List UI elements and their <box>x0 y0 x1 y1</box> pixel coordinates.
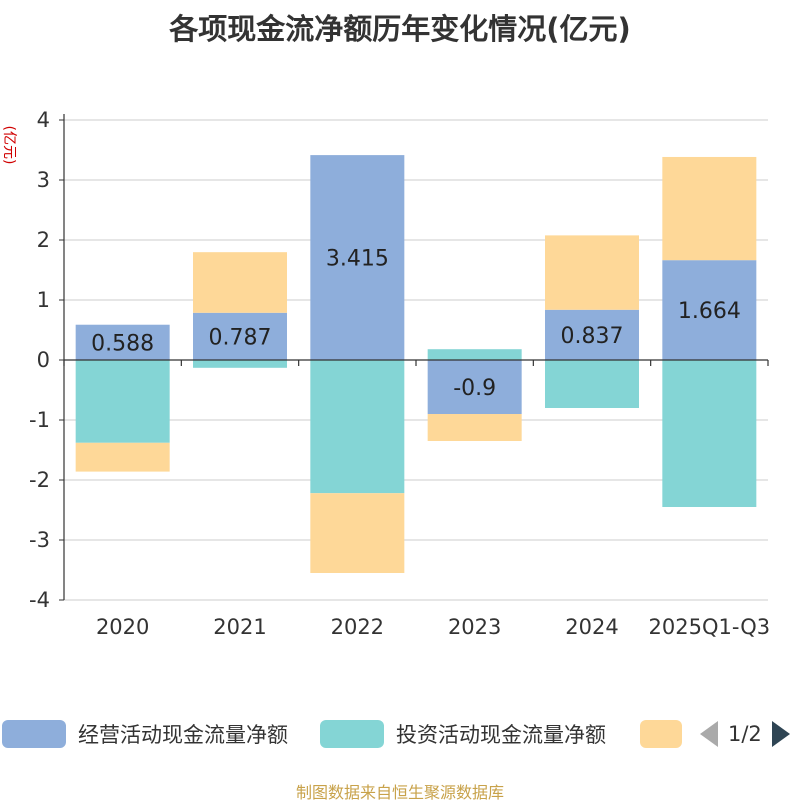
bar-series1-2021[interactable] <box>193 360 287 368</box>
y-tick-label: -4 <box>29 588 50 612</box>
bar-series0-2023[interactable] <box>427 360 522 414</box>
data-label: 3.415 <box>326 247 389 272</box>
x-tick-label: 2021 <box>213 615 266 639</box>
legend-pager: 1/2 <box>700 716 790 752</box>
y-tick-label: 2 <box>37 228 50 252</box>
bar-series0-2020[interactable] <box>75 324 170 360</box>
legend-swatch-operating <box>2 720 66 748</box>
x-tick-label: 2020 <box>96 615 149 639</box>
bars <box>75 155 757 573</box>
y-tick-label: 1 <box>37 288 50 312</box>
legend-swatch-financing <box>640 720 682 748</box>
bar-series2-2021[interactable] <box>193 252 287 313</box>
y-tick-label: -2 <box>29 468 50 492</box>
bar-series2-2024[interactable] <box>545 235 639 310</box>
x-tick-label: 2023 <box>448 615 501 639</box>
bar-series0-2021[interactable] <box>193 312 287 360</box>
stacked-bar-chart: -4 -3 -2 -1 0 1 2 3 4 2020 2021 2022 2023 2024 2025Q1-… <box>1 108 770 639</box>
data-label: -0.9 <box>453 376 496 401</box>
x-tick-label: 2025Q1-Q3 <box>649 615 771 639</box>
data-label: 1.664 <box>678 299 741 324</box>
y-tick-label: -1 <box>29 408 50 432</box>
legend-label-operating: 经营活动现金流量净额 <box>78 723 288 747</box>
bar-series1-2022[interactable] <box>310 360 405 494</box>
legend-item-financing[interactable] <box>640 716 682 752</box>
prev-page-icon[interactable] <box>700 721 718 747</box>
bar-series1-2025Q1-Q3[interactable] <box>662 360 757 507</box>
bar-series0-2022[interactable] <box>310 155 405 360</box>
x-tick-label: 2024 <box>565 615 618 639</box>
y-tick-label: 4 <box>37 108 50 132</box>
legend-label-investing: 投资活动现金流量净额 <box>396 723 606 747</box>
next-page-icon[interactable] <box>771 721 790 747</box>
axes: -4 -3 -2 -1 0 1 2 3 4 2020 2021 2022 2023 2024 2025Q1-… <box>29 108 770 639</box>
legend: 经营活动现金流量净额 投资活动现金流量净额 1/2 <box>0 716 800 752</box>
legend-swatch-investing <box>320 720 384 748</box>
bar-series2-2020[interactable] <box>75 442 170 472</box>
y-tick-label: 3 <box>37 168 50 192</box>
bar-series0-2024[interactable] <box>545 309 639 360</box>
bar-series1-2020[interactable] <box>75 360 170 443</box>
y-axis-label: (亿元) <box>1 126 17 165</box>
x-tick-label: 2022 <box>331 615 384 639</box>
bar-series1-2024[interactable] <box>545 360 639 408</box>
bar-series1-2023[interactable] <box>427 349 522 360</box>
y-tick-label: 0 <box>37 348 50 372</box>
bar-series2-2022[interactable] <box>310 493 405 573</box>
bar-series2-2023[interactable] <box>427 414 522 441</box>
y-tick-label: -3 <box>29 528 50 552</box>
legend-item-investing[interactable]: 投资活动现金流量净额 <box>320 716 606 752</box>
data-label: 0.837 <box>561 324 624 349</box>
bar-series2-2025Q1-Q3[interactable] <box>662 156 757 261</box>
data-label: 0.787 <box>209 325 272 350</box>
chart-title: 各项现金流净额历年变化情况(亿元) <box>169 12 631 46</box>
gridlines <box>64 119 768 601</box>
source-footer: 制图数据来自恒生聚源数据库 <box>295 783 504 802</box>
bar-series0-2025Q1-Q3[interactable] <box>662 260 757 360</box>
data-labels: 0.588 0.787 3.415 -0.9 0.837 1.664 <box>91 247 741 401</box>
legend-item-operating[interactable]: 经营活动现金流量净额 <box>2 716 288 752</box>
legend-page-indicator: 1/2 <box>728 722 762 746</box>
data-label: 0.588 <box>91 331 154 356</box>
